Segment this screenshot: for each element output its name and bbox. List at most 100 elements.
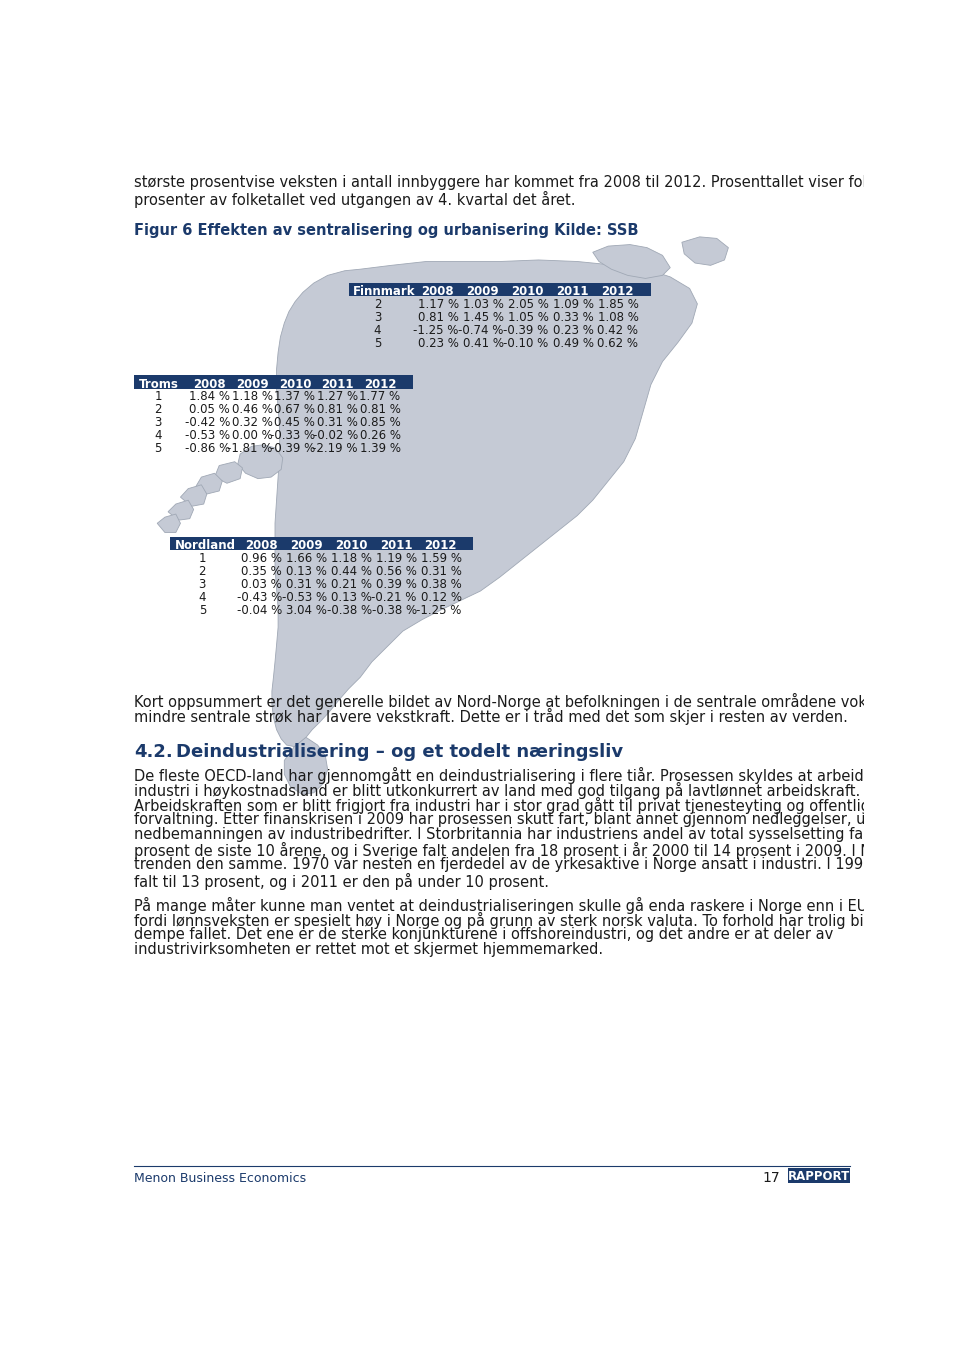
Text: 1: 1 — [199, 551, 206, 565]
Text: 1.27 %: 1.27 % — [317, 390, 358, 403]
Text: 1: 1 — [155, 390, 162, 403]
Text: -0.86 %: -0.86 % — [184, 443, 230, 456]
Text: 0.42 %: 0.42 % — [597, 324, 638, 336]
Text: 0.12 %: 0.12 % — [420, 590, 462, 604]
Text: -0.74 %: -0.74 % — [458, 324, 504, 336]
Text: 1.09 %: 1.09 % — [553, 297, 593, 311]
Text: -0.04 %: -0.04 % — [237, 604, 282, 617]
Text: -0.02 %: -0.02 % — [313, 429, 358, 443]
Text: 1.59 %: 1.59 % — [420, 551, 462, 565]
Text: 2012: 2012 — [601, 285, 634, 299]
Text: 0.96 %: 0.96 % — [241, 551, 282, 565]
Text: 2: 2 — [199, 565, 206, 578]
Text: dempe fallet. Det ene er de sterke konjunkturene i offshoreindustri, og det andr: dempe fallet. Det ene er de sterke konju… — [134, 927, 833, 941]
Text: 0.00 %: 0.00 % — [232, 429, 273, 443]
Text: 2008: 2008 — [194, 378, 227, 391]
Text: 2009: 2009 — [467, 285, 499, 299]
Text: 1.84 %: 1.84 % — [189, 390, 230, 403]
Text: -0.39 %: -0.39 % — [270, 443, 315, 456]
Text: -0.33 %: -0.33 % — [270, 429, 315, 443]
Text: 1.37 %: 1.37 % — [275, 390, 315, 403]
Text: -0.38 %: -0.38 % — [326, 604, 372, 617]
Text: 0.23 %: 0.23 % — [418, 338, 459, 350]
Text: 0.38 %: 0.38 % — [421, 578, 462, 590]
Text: På mange måter kunne man ventet at deindustrialiseringen skulle gå enda raskere : På mange måter kunne man ventet at deind… — [134, 897, 936, 913]
Text: 0.33 %: 0.33 % — [553, 311, 593, 324]
Polygon shape — [284, 737, 327, 795]
Text: 1.18 %: 1.18 % — [231, 390, 273, 403]
Text: 5: 5 — [199, 604, 206, 617]
Text: største prosentvise veksten i antall innbyggere har kommet fra 2008 til 2012. Pr: største prosentvise veksten i antall inn… — [134, 175, 932, 190]
Text: 1.85 %: 1.85 % — [597, 297, 638, 311]
Text: 5: 5 — [155, 443, 162, 456]
Polygon shape — [157, 514, 180, 533]
Text: fordi lønnsveksten er spesielt høy i Norge og på grunn av sterk norsk valuta. To: fordi lønnsveksten er spesielt høy i Nor… — [134, 912, 932, 929]
Text: forvaltning. Etter finanskrisen i 2009 har prosessen skutt fart, blant annet gje: forvaltning. Etter finanskrisen i 2009 h… — [134, 812, 960, 827]
Text: -2.19 %: -2.19 % — [312, 443, 358, 456]
Text: 4.2.: 4.2. — [134, 742, 173, 761]
Text: industrivirksomheten er rettet mot et skjermet hjemmemarked.: industrivirksomheten er rettet mot et sk… — [134, 941, 603, 956]
Text: 0.13 %: 0.13 % — [331, 590, 372, 604]
Text: 17: 17 — [762, 1171, 780, 1185]
Text: 0.46 %: 0.46 % — [231, 404, 273, 416]
Text: 0.45 %: 0.45 % — [275, 416, 315, 429]
Text: 1.45 %: 1.45 % — [463, 311, 504, 324]
Text: 1.77 %: 1.77 % — [359, 390, 400, 403]
Text: 4: 4 — [199, 590, 206, 604]
Text: prosent de siste 10 årene, og i Sverige falt andelen fra 18 prosent i år 2000 ti: prosent de siste 10 årene, og i Sverige … — [134, 842, 924, 859]
Polygon shape — [180, 484, 206, 506]
Text: Kort oppsummert er det generelle bildet av Nord-Norge at befolkningen i de sentr: Kort oppsummert er det generelle bildet … — [134, 693, 939, 710]
Text: prosenter av folketallet ved utgangen av 4. kvartal det året.: prosenter av folketallet ved utgangen av… — [134, 191, 575, 207]
Text: 4: 4 — [373, 324, 381, 336]
Text: -0.53 %: -0.53 % — [282, 590, 327, 604]
Text: 2012: 2012 — [364, 378, 396, 391]
Text: 0.85 %: 0.85 % — [360, 416, 400, 429]
Text: 2.05 %: 2.05 % — [508, 297, 548, 311]
Text: 2012: 2012 — [424, 539, 457, 553]
Bar — [134, 375, 413, 389]
Text: RAPPORT: RAPPORT — [788, 1170, 851, 1184]
Text: nedbemanningen av industribedrifter. I Storbritannia har industriens andel av to: nedbemanningen av industribedrifter. I S… — [134, 827, 933, 842]
Text: 0.35 %: 0.35 % — [241, 565, 282, 578]
Polygon shape — [238, 445, 283, 479]
Text: 1.39 %: 1.39 % — [360, 443, 400, 456]
Text: Figur 6 Effekten av sentralisering og urbanisering Kilde: SSB: Figur 6 Effekten av sentralisering og ur… — [134, 223, 638, 238]
Polygon shape — [168, 500, 194, 521]
Text: 0.39 %: 0.39 % — [376, 578, 417, 590]
Text: 0.44 %: 0.44 % — [331, 565, 372, 578]
Bar — [348, 282, 651, 296]
Text: -0.53 %: -0.53 % — [185, 429, 230, 443]
Text: De fleste OECD-land har gjennomgått en deindustrialisering i flere tiår. Prosess: De fleste OECD-land har gjennomgått en d… — [134, 768, 929, 784]
Text: Deindustrialisering – og et todelt næringsliv: Deindustrialisering – og et todelt nærin… — [176, 742, 623, 761]
Text: 2011: 2011 — [322, 378, 354, 391]
Text: 0.67 %: 0.67 % — [275, 404, 315, 416]
Text: 0.21 %: 0.21 % — [331, 578, 372, 590]
Text: 2008: 2008 — [421, 285, 454, 299]
Text: 2010: 2010 — [335, 539, 368, 553]
Text: -0.10 %: -0.10 % — [503, 338, 548, 350]
Text: 3: 3 — [199, 578, 206, 590]
Text: 0.31 %: 0.31 % — [317, 416, 358, 429]
Text: 2010: 2010 — [279, 378, 311, 391]
Text: Nordland: Nordland — [175, 539, 236, 553]
Text: 0.32 %: 0.32 % — [231, 416, 273, 429]
Bar — [788, 1167, 850, 1184]
Text: -0.39 %: -0.39 % — [503, 324, 548, 336]
Text: falt til 13 prosent, og i 2011 er den på under 10 prosent.: falt til 13 prosent, og i 2011 er den på… — [134, 873, 549, 889]
Text: -1.25 %: -1.25 % — [417, 604, 462, 617]
Text: 2011: 2011 — [379, 539, 412, 553]
Text: 3.04 %: 3.04 % — [286, 604, 327, 617]
Text: 0.49 %: 0.49 % — [553, 338, 593, 350]
Text: 1.17 %: 1.17 % — [418, 297, 459, 311]
Text: 1.03 %: 1.03 % — [463, 297, 504, 311]
Text: 0.81 %: 0.81 % — [418, 311, 459, 324]
Polygon shape — [682, 237, 729, 265]
Text: 0.05 %: 0.05 % — [189, 404, 230, 416]
Text: 0.31 %: 0.31 % — [286, 578, 327, 590]
Text: -0.21 %: -0.21 % — [372, 590, 417, 604]
Text: 1.18 %: 1.18 % — [331, 551, 372, 565]
Text: Arbeidskraften som er blitt frigjort fra industri har i stor grad gått til priva: Arbeidskraften som er blitt frigjort fra… — [134, 798, 870, 815]
Text: 0.81 %: 0.81 % — [360, 404, 400, 416]
Polygon shape — [272, 260, 697, 746]
Text: -1.81 %: -1.81 % — [228, 443, 273, 456]
